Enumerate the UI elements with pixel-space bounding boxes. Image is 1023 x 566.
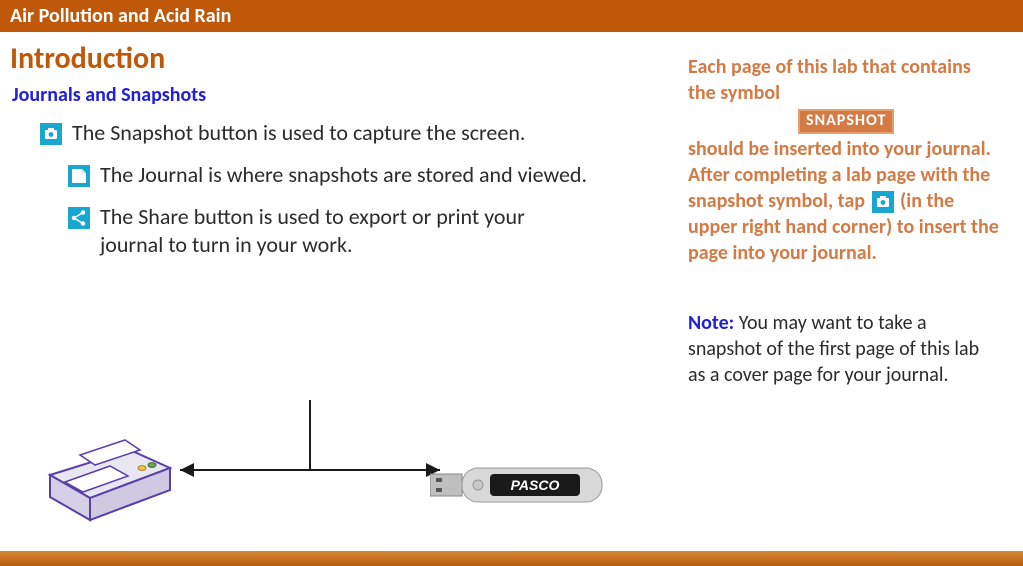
heading-introduction: Introduction [10,40,650,77]
instruction-paragraph: Each page of this lab that contains the … [688,54,999,266]
share-icon [68,207,90,229]
subheading-journals: Journals and Snapshots [10,83,650,107]
bullet-share: The Share button is used to export or pr… [68,203,650,259]
bullet-journal: The Journal is where snapshots are store… [68,161,650,189]
title-bar: Air Pollution and Acid Rain [0,0,1023,32]
snapshot-inline-icon [872,191,894,213]
usb-label: PASCO [511,477,560,493]
note-paragraph: Note: You may want to take a snapshot of… [688,310,999,388]
bullet-snapshot: The Snapshot button is used to capture t… [40,119,650,147]
bidirectional-arrow-icon [160,400,460,520]
bullet-share-text: The Share button is used to export or pr… [100,203,560,259]
bullet-journal-text: The Journal is where snapshots are store… [100,161,587,189]
snapshot-icon [40,123,62,145]
printer-icon [40,420,180,530]
export-diagram: PASCO [40,400,640,550]
usb-drive-icon: PASCO [430,460,630,510]
content-area: Introduction Journals and Snapshots The … [0,32,1023,551]
bullet-snapshot-text: The Snapshot button is used to capture t… [72,119,525,147]
slide-title: Air Pollution and Acid Rain [10,4,231,28]
footer-bar [0,551,1023,566]
journal-icon [68,165,90,187]
right-column: Each page of this lab that contains the … [660,32,1023,551]
instruction-line1: Each page of this lab that contains the … [688,55,971,105]
left-column: Introduction Journals and Snapshots The … [0,32,660,551]
snapshot-symbol-badge: SNAPSHOT [798,109,894,134]
note-label: Note: [688,311,734,335]
